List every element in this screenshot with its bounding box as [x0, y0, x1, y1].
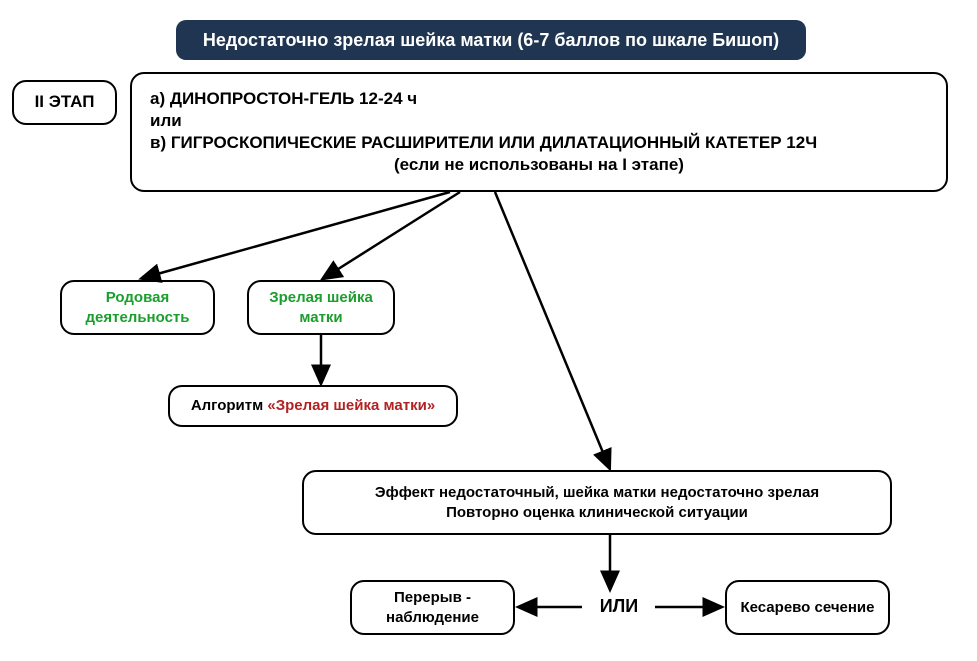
algorithm-content: Алгоритм «Зрелая шейка матки»	[191, 396, 435, 416]
insufficient-line1: Эффект недостаточный, шейка матки недост…	[375, 483, 819, 503]
algorithm-prefix: Алгоритм	[191, 397, 268, 414]
main-line-b: в) ГИГРОСКОПИЧЕСКИЕ РАСШИРИТЕЛИ ИЛИ ДИЛА…	[150, 132, 817, 154]
pause-text: Перерыв - наблюдение	[362, 588, 503, 627]
mature-text: Зрелая шейка матки	[259, 288, 383, 327]
main-node: а) ДИНОПРОСТОН-ГЕЛЬ 12-24 ч или в) ГИГРО…	[130, 72, 948, 192]
stage-node: II ЭТАП	[12, 80, 117, 125]
labor-node: Родовая деятельность	[60, 280, 215, 335]
main-line-a: а) ДИНОПРОСТОН-ГЕЛЬ 12-24 ч	[150, 88, 417, 110]
or-label: ИЛИ	[590, 596, 648, 617]
header-bar: Недостаточно зрелая шейка матки (6-7 бал…	[176, 20, 806, 60]
edge-main-labor	[143, 192, 450, 278]
cesarean-text: Кесарево сечение	[740, 598, 874, 618]
labor-text: Родовая деятельность	[72, 288, 203, 327]
mature-node: Зрелая шейка матки	[247, 280, 395, 335]
or-text: ИЛИ	[600, 596, 639, 616]
edge-main-insufficient	[495, 192, 609, 467]
main-line-b2: (если не использованы на I этапе)	[394, 154, 684, 176]
edge-main-mature	[324, 192, 460, 278]
algorithm-node: Алгоритм «Зрелая шейка матки»	[168, 385, 458, 427]
insufficient-line2: Повторно оценка клинической ситуации	[446, 503, 748, 523]
algorithm-highlight: «Зрелая шейка матки»	[267, 397, 435, 414]
cesarean-node: Кесарево сечение	[725, 580, 890, 635]
header-text: Недостаточно зрелая шейка матки (6-7 бал…	[203, 30, 779, 51]
insufficient-node: Эффект недостаточный, шейка матки недост…	[302, 470, 892, 535]
stage-text: II ЭТАП	[35, 91, 95, 113]
pause-node: Перерыв - наблюдение	[350, 580, 515, 635]
main-or: или	[150, 110, 182, 132]
